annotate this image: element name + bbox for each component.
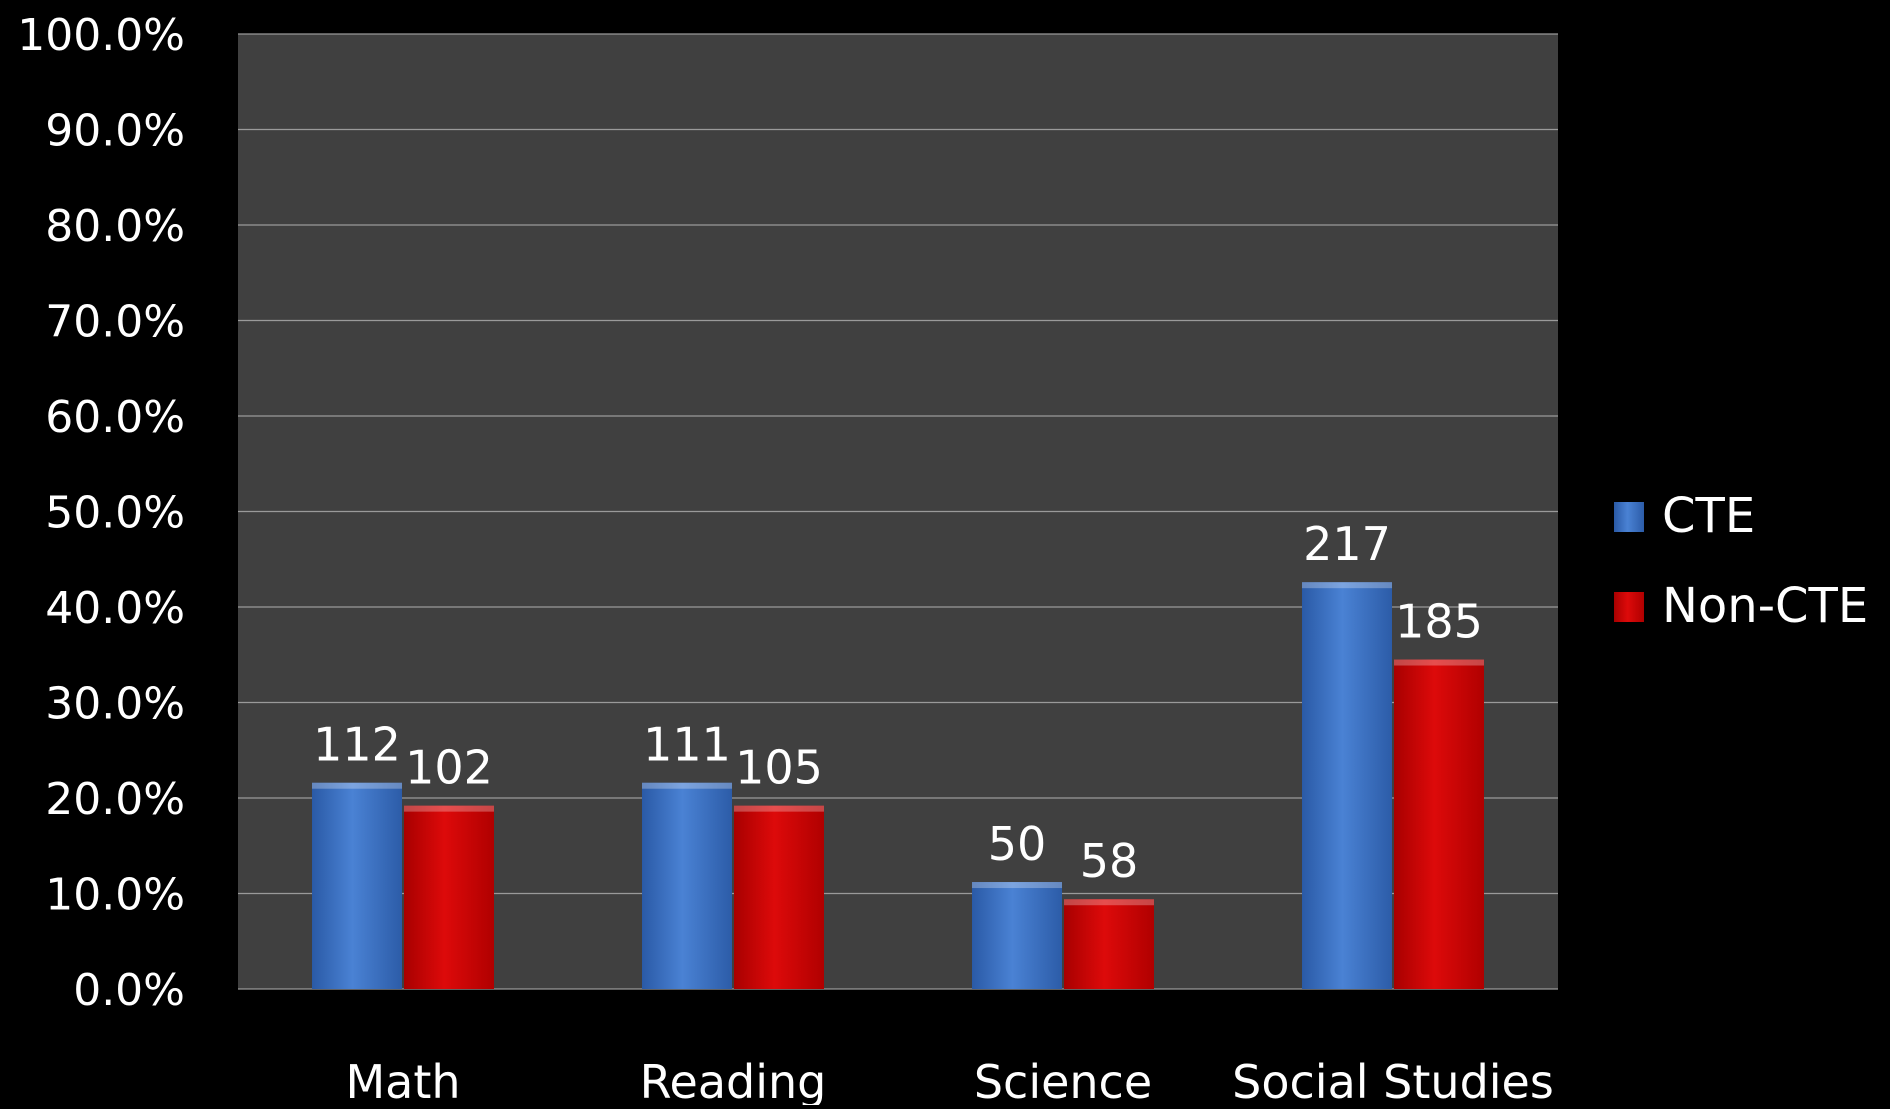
data-label: 112	[313, 718, 401, 772]
bar-cte	[642, 782, 732, 989]
bar-highlight	[1394, 659, 1484, 666]
bar-highlight	[1302, 582, 1392, 589]
bar-non-cte	[404, 805, 494, 989]
x-tick-label: Reading	[640, 1055, 827, 1105]
legend-label: Non-CTE	[1662, 578, 1868, 634]
bar-non-cte	[1064, 899, 1154, 989]
x-tick-label: Science	[974, 1055, 1152, 1105]
data-label: 217	[1303, 517, 1391, 571]
y-tick-label: 50.0%	[45, 488, 185, 539]
bars	[312, 582, 1484, 989]
bar-cte	[972, 882, 1062, 989]
bar-highlight	[312, 782, 402, 789]
y-tick-label: 70.0%	[45, 297, 185, 348]
bar-cte	[1302, 582, 1392, 989]
gridlines	[238, 33, 1558, 990]
legend-swatch	[1614, 592, 1644, 622]
y-tick-label: 0.0%	[73, 965, 185, 1016]
y-tick-label: 90.0%	[45, 106, 185, 157]
bar-highlight	[1064, 899, 1154, 906]
y-tick-label: 40.0%	[45, 583, 185, 634]
x-tick-label: Math	[345, 1055, 460, 1105]
y-tick-label: 10.0%	[45, 870, 185, 921]
data-label: 185	[1395, 595, 1483, 649]
x-axis-ticks: Math Reading Science Social Studies	[345, 1055, 1554, 1109]
bar-highlight	[972, 882, 1062, 889]
y-axis-ticks: 0.0% 10.0% 20.0% 30.0% 40.0% 50.0% 60.0% 70.0% 8…	[17, 10, 185, 1016]
bar-highlight	[734, 805, 824, 812]
data-label: 102	[405, 741, 493, 795]
legend: CTE Non-CTE	[1614, 488, 1868, 634]
y-tick-label: 80.0%	[45, 201, 185, 252]
y-tick-label: 30.0%	[45, 679, 185, 730]
x-tick-label: Social Studies	[1232, 1055, 1554, 1105]
bar-non-cte	[1394, 659, 1484, 989]
y-tick-label: 60.0%	[45, 392, 185, 443]
legend-label: CTE	[1662, 488, 1755, 544]
bar-highlight	[642, 782, 732, 789]
bar-non-cte	[734, 805, 824, 989]
legend-swatch	[1614, 502, 1644, 532]
data-label: 105	[735, 741, 823, 795]
data-label: 111	[643, 718, 731, 772]
data-label: 50	[988, 817, 1047, 871]
y-tick-label: 20.0%	[45, 774, 185, 825]
bar-cte	[312, 782, 402, 989]
data-label: 58	[1080, 834, 1139, 888]
y-tick-label: 100.0%	[17, 10, 185, 61]
bar-highlight	[404, 805, 494, 812]
